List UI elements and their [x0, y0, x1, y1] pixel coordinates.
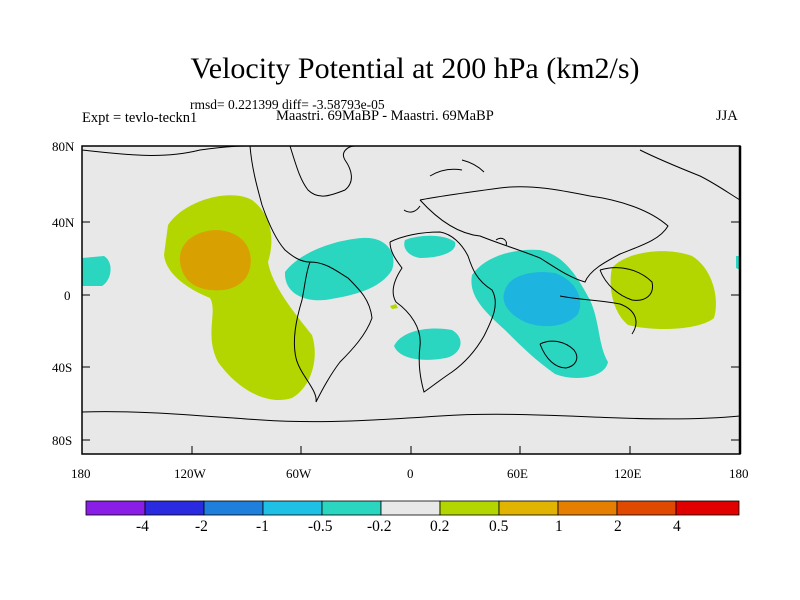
colorbar-label: 2: [614, 518, 622, 535]
x-axis-label: 180: [71, 466, 91, 481]
negative-anomaly-core: [503, 272, 581, 327]
x-axis-label: 60W: [286, 466, 312, 481]
rmsd-diff-stats: rmsd= 0.221399 diff= -3.58793e-05: [190, 97, 385, 112]
y-axis-label: 40N: [52, 215, 75, 230]
colorbar-bin: [439, 500, 500, 516]
positive-anomaly-core: [179, 230, 251, 291]
negative-anomaly-west-edge: [82, 256, 111, 286]
colorbar-bin: [557, 500, 618, 516]
coastlines: [82, 146, 740, 423]
negative-anomaly-atlantic: [284, 237, 394, 301]
colorbar-bin: [85, 500, 146, 516]
colorbar-label: 0.5: [489, 518, 509, 535]
colorbar-bin: [203, 500, 264, 516]
tick-marks: [81, 145, 739, 454]
colorbar-bin: [144, 500, 205, 516]
y-axis-label: 80N: [52, 139, 75, 154]
positive-anomaly-small: [390, 304, 398, 309]
x-axis-label: 180: [729, 466, 749, 481]
x-axis-label: 0: [407, 466, 414, 481]
colorbar-label: -0.2: [367, 518, 392, 535]
colorbar-label: 0.2: [430, 518, 450, 535]
negative-anomaly-south-atlantic: [394, 328, 461, 360]
y-axis-label: 80S: [52, 433, 73, 448]
colorbar: [85, 500, 740, 516]
season-label: JJA: [716, 108, 738, 124]
case-label: Maastri. 69MaBP - Maastri. 69MaBP: [276, 108, 494, 124]
colorbar-bin: [380, 500, 441, 516]
positive-anomaly-west-pacific: [610, 251, 716, 330]
y-axis-label: 40S: [52, 360, 73, 375]
x-axis-label: 120E: [614, 466, 642, 481]
colorbar-bin: [262, 500, 323, 516]
colorbar-bin: [675, 500, 740, 516]
colorbar-label: -1: [256, 518, 269, 535]
colorbar-label: -4: [136, 518, 149, 535]
colorbar-label: 4: [673, 518, 681, 535]
colorbar-bin: [321, 500, 382, 516]
colorbar-bin: [498, 500, 559, 516]
map-title: Velocity Potential at 200 hPa (km2/s): [190, 52, 640, 85]
colorbar-label: -0.5: [308, 518, 333, 535]
experiment-label: Expt = tevlo-teckn1: [82, 110, 198, 126]
y-axis-label: 0: [64, 288, 71, 303]
colorbar-bin: [616, 500, 677, 516]
colorbar-label: 1: [555, 518, 563, 535]
colorbar-label: -2: [195, 518, 208, 535]
x-axis-label: 120W: [174, 466, 206, 481]
x-axis-label: 60E: [507, 466, 528, 481]
negative-anomaly-europe: [404, 235, 456, 258]
